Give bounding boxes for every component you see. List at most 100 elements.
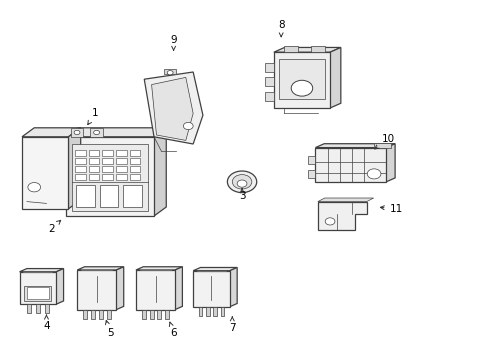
Circle shape — [232, 175, 251, 189]
Bar — [264, 77, 273, 86]
Circle shape — [237, 180, 246, 187]
Bar — [264, 92, 273, 101]
Bar — [77, 270, 116, 310]
Bar — [75, 174, 85, 180]
Bar — [20, 272, 56, 304]
Polygon shape — [329, 48, 340, 108]
Circle shape — [366, 169, 380, 179]
Text: 11: 11 — [380, 204, 402, 214]
Bar — [142, 310, 145, 319]
Polygon shape — [136, 267, 182, 270]
Polygon shape — [317, 202, 366, 230]
Bar — [102, 150, 113, 156]
Bar — [315, 148, 386, 182]
Circle shape — [167, 71, 173, 75]
Text: 9: 9 — [170, 35, 177, 50]
Bar — [99, 310, 102, 319]
Bar — [273, 52, 329, 108]
Bar — [91, 310, 95, 319]
Bar — [27, 287, 49, 299]
Bar — [100, 185, 118, 207]
Text: 1: 1 — [87, 108, 99, 125]
Polygon shape — [116, 267, 123, 310]
Bar — [165, 310, 169, 319]
Bar — [116, 158, 126, 164]
Bar — [116, 150, 126, 156]
Bar — [129, 166, 140, 172]
Bar — [310, 46, 325, 52]
Text: 10: 10 — [374, 134, 394, 149]
Bar — [75, 158, 85, 164]
Text: 2: 2 — [48, 220, 61, 234]
Bar — [88, 166, 99, 172]
Circle shape — [94, 130, 100, 135]
Bar — [71, 128, 83, 137]
Bar — [136, 270, 175, 310]
Polygon shape — [154, 128, 166, 216]
Bar — [278, 59, 325, 99]
Bar — [27, 304, 31, 313]
Text: 7: 7 — [228, 317, 235, 333]
Circle shape — [183, 122, 193, 130]
Bar — [90, 128, 102, 137]
Polygon shape — [175, 267, 182, 310]
Bar — [45, 304, 49, 313]
Text: 3: 3 — [238, 188, 245, 201]
Polygon shape — [77, 267, 123, 270]
Polygon shape — [20, 269, 63, 272]
Bar — [102, 166, 113, 172]
Bar — [36, 304, 40, 313]
Circle shape — [227, 171, 256, 193]
Circle shape — [291, 80, 312, 96]
Bar — [22, 137, 68, 209]
Bar — [72, 144, 148, 211]
Polygon shape — [151, 77, 193, 140]
Bar — [116, 166, 126, 172]
Bar — [193, 271, 229, 307]
Bar — [129, 158, 140, 164]
Circle shape — [28, 183, 41, 192]
Polygon shape — [273, 48, 340, 52]
Bar — [307, 170, 315, 178]
Polygon shape — [229, 267, 237, 307]
Bar — [106, 310, 110, 319]
Circle shape — [74, 130, 80, 135]
Bar — [163, 69, 176, 74]
Bar — [88, 150, 99, 156]
Bar — [75, 150, 85, 156]
Polygon shape — [317, 198, 373, 202]
Polygon shape — [56, 269, 63, 304]
Polygon shape — [315, 144, 394, 148]
Text: 4: 4 — [43, 315, 50, 331]
Bar — [307, 156, 315, 164]
Bar — [88, 174, 99, 180]
Text: 6: 6 — [169, 322, 177, 338]
Bar — [129, 174, 140, 180]
Polygon shape — [144, 72, 203, 144]
Polygon shape — [22, 128, 81, 137]
Bar — [205, 307, 209, 316]
Bar — [123, 185, 142, 207]
Polygon shape — [193, 267, 237, 271]
Bar — [75, 166, 85, 172]
Bar — [220, 307, 224, 316]
Bar — [149, 310, 153, 319]
Bar — [83, 310, 87, 319]
Bar — [66, 137, 154, 216]
Bar — [116, 174, 126, 180]
Bar — [157, 310, 161, 319]
Polygon shape — [66, 128, 166, 137]
Bar — [264, 63, 273, 72]
Bar — [76, 185, 95, 207]
Polygon shape — [68, 128, 81, 209]
Text: 5: 5 — [105, 320, 113, 338]
Bar — [102, 174, 113, 180]
Bar — [373, 143, 390, 148]
Circle shape — [325, 218, 334, 225]
Bar — [283, 46, 298, 52]
Bar — [129, 150, 140, 156]
Polygon shape — [386, 144, 394, 182]
Bar — [198, 307, 202, 316]
Bar — [213, 307, 217, 316]
Bar — [88, 158, 99, 164]
